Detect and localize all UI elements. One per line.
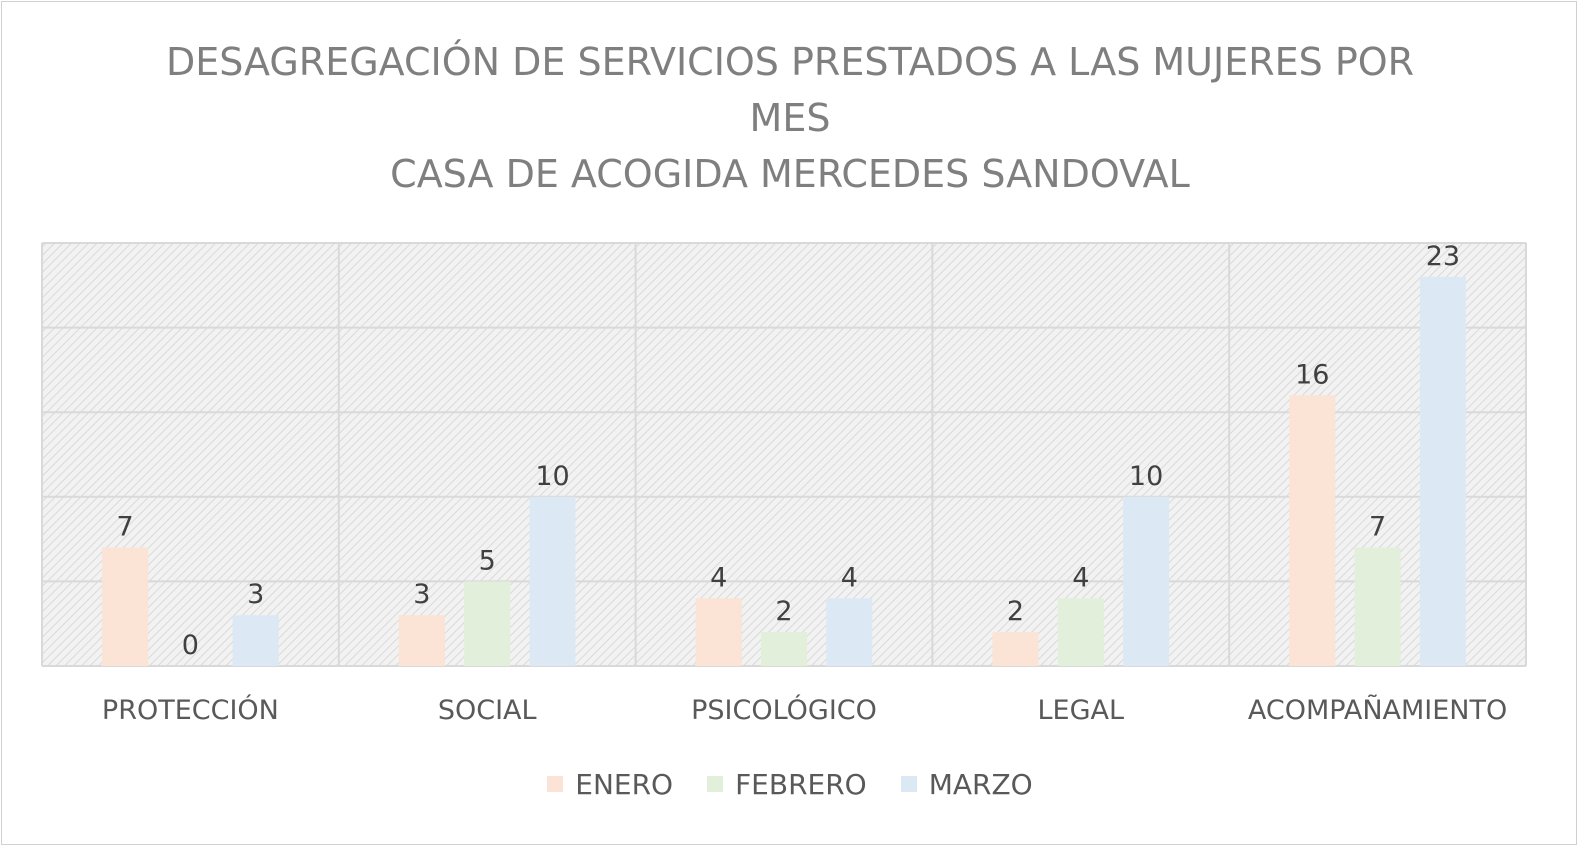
data-label: 16	[1295, 359, 1329, 390]
bar	[529, 496, 576, 666]
bar	[1289, 395, 1336, 666]
bar	[1123, 496, 1170, 666]
bar	[760, 632, 808, 666]
legend-label: MARZO	[928, 767, 1033, 801]
legend: ENERO FEBRERO MARZO	[0, 764, 1580, 804]
data-label: 4	[1072, 562, 1089, 593]
x-tick-label: SOCIAL	[438, 695, 537, 726]
data-label: 3	[247, 579, 264, 610]
bar	[1057, 598, 1104, 666]
data-label: 10	[1129, 461, 1163, 492]
chart-title-line-2: MES	[749, 96, 831, 140]
bar	[102, 547, 149, 666]
legend-item: FEBRERO	[707, 768, 867, 801]
legend-label: ENERO	[575, 767, 674, 801]
data-label: 4	[710, 562, 727, 593]
legend-label: FEBRERO	[735, 767, 867, 801]
x-tick-label: PSICOLÓGICO	[691, 694, 877, 726]
legend-item: MARZO	[900, 767, 1033, 801]
legend-swatch	[707, 776, 724, 792]
bar	[1419, 276, 1466, 666]
bar	[1354, 547, 1401, 666]
data-label: 2	[1007, 596, 1024, 627]
legend-item: ENERO	[547, 768, 673, 801]
data-label: 5	[479, 545, 496, 576]
data-label: 2	[775, 596, 792, 627]
data-label: 7	[117, 512, 134, 543]
bar	[464, 581, 511, 666]
data-label: 4	[841, 562, 858, 593]
bar	[398, 615, 445, 666]
data-label: 10	[535, 461, 569, 492]
data-label: 23	[1426, 241, 1460, 272]
bar	[232, 615, 279, 666]
data-label: 3	[413, 579, 430, 610]
legend-swatch	[547, 776, 564, 792]
bar	[826, 598, 873, 666]
plot-area	[42, 243, 1526, 666]
bar	[695, 598, 742, 666]
x-tick-label: LEGAL	[1038, 695, 1125, 726]
chart-title-line-1: DESAGREGACIÓN DE SERVICIOS PRESTADOS A L…	[165, 40, 1415, 84]
bar	[992, 632, 1039, 666]
data-label: 0	[182, 630, 199, 661]
chart-title-line-3: CASA DE ACOGIDA MERCEDES SANDOVAL	[390, 152, 1190, 196]
x-tick-label: PROTECCIÓN	[102, 694, 279, 726]
x-tick-label: ACOMPAÑAMIENTO	[1248, 694, 1507, 726]
data-label: 7	[1369, 512, 1386, 543]
legend-swatch	[900, 776, 917, 792]
chart-title: DESAGREGACIÓN DE SERVICIOS PRESTADOS A L…	[0, 34, 1580, 202]
